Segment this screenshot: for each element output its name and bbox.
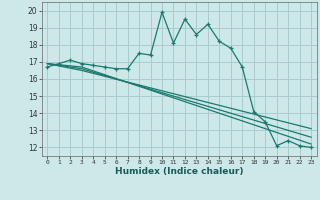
X-axis label: Humidex (Indice chaleur): Humidex (Indice chaleur): [115, 167, 244, 176]
